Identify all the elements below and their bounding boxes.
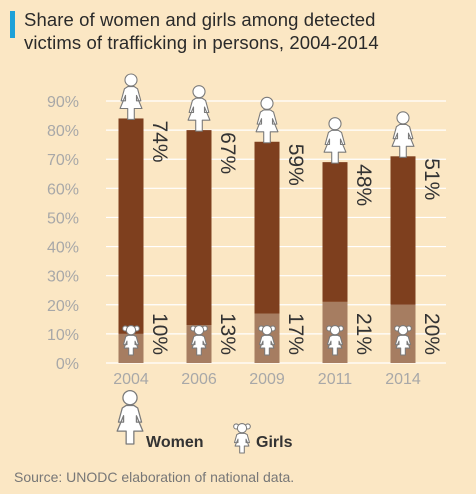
legend-girl-icon — [233, 423, 251, 454]
x-tick-label: 2009 — [249, 371, 285, 388]
value-label-girls-2014: 20% — [420, 313, 443, 355]
value-labels: 74% 10% 67% 13% 59% 17% 48% 21% 51% 20% — [148, 120, 443, 355]
value-label-girls-2011: 21% — [352, 313, 375, 355]
woman-icon — [323, 117, 347, 164]
girl-icon — [190, 325, 208, 356]
bar-women-2011 — [322, 162, 348, 302]
bar-women-2009 — [254, 141, 280, 314]
legend-girls-label: Girls — [256, 434, 293, 451]
y-tick-label: 90% — [47, 94, 79, 111]
y-tick-label: 70% — [47, 152, 79, 169]
woman-icon — [116, 390, 144, 445]
value-label-women-2011: 48% — [352, 164, 375, 206]
x-tick-label: 2006 — [181, 371, 217, 388]
value-label-women-2009: 59% — [284, 144, 307, 186]
bars — [118, 118, 416, 363]
value-label-girls-2004: 10% — [148, 313, 171, 355]
woman-icon — [119, 73, 143, 121]
x-axis: 2004 2006 2009 2011 2014 — [113, 371, 421, 388]
bar-women-2006 — [186, 130, 212, 326]
y-tick-label: 20% — [47, 298, 79, 315]
y-tick-label: 10% — [47, 327, 79, 344]
legend-woman-icon — [116, 390, 144, 445]
value-label-women-2014: 51% — [420, 158, 443, 200]
girl-icon — [233, 423, 251, 454]
title-accent-bar — [10, 11, 15, 38]
value-label-women-2004: 74% — [148, 120, 171, 162]
chart-title-line-2: victims of trafficking in persons, 2004-… — [24, 32, 379, 53]
woman-icon — [391, 111, 415, 158]
girl-icon — [326, 325, 344, 356]
y-tick-label: 40% — [47, 240, 79, 257]
x-tick-label: 2004 — [113, 371, 149, 388]
value-label-girls-2009: 17% — [284, 313, 307, 355]
bar-women-2014 — [390, 156, 416, 305]
value-label-girls-2006: 13% — [216, 313, 239, 355]
bar-women-2004 — [118, 118, 144, 334]
legend: Women Girls — [116, 390, 293, 454]
x-tick-label: 2014 — [385, 371, 421, 388]
girl-icon — [258, 325, 276, 356]
source-note: Source: UNODC elaboration of national da… — [14, 469, 295, 485]
woman-icon — [187, 85, 211, 132]
y-tick-label: 0% — [56, 356, 79, 373]
girl-icon — [394, 325, 412, 356]
chart-title-line-1: Share of women and girls among detected — [24, 9, 376, 30]
legend-women-label: Women — [146, 434, 203, 451]
y-tick-label: 30% — [47, 269, 79, 286]
y-axis: 0% 10% 20% 30% 40% 50% 60% 70% 80% 90% — [47, 94, 79, 373]
value-label-women-2006: 67% — [216, 132, 239, 174]
woman-icon — [255, 96, 279, 144]
x-tick-label: 2011 — [318, 371, 353, 388]
y-tick-label: 80% — [47, 123, 79, 140]
girl-icon — [122, 325, 140, 356]
bar-icons — [119, 73, 415, 356]
y-tick-label: 50% — [47, 210, 79, 227]
y-tick-label: 60% — [47, 181, 79, 198]
